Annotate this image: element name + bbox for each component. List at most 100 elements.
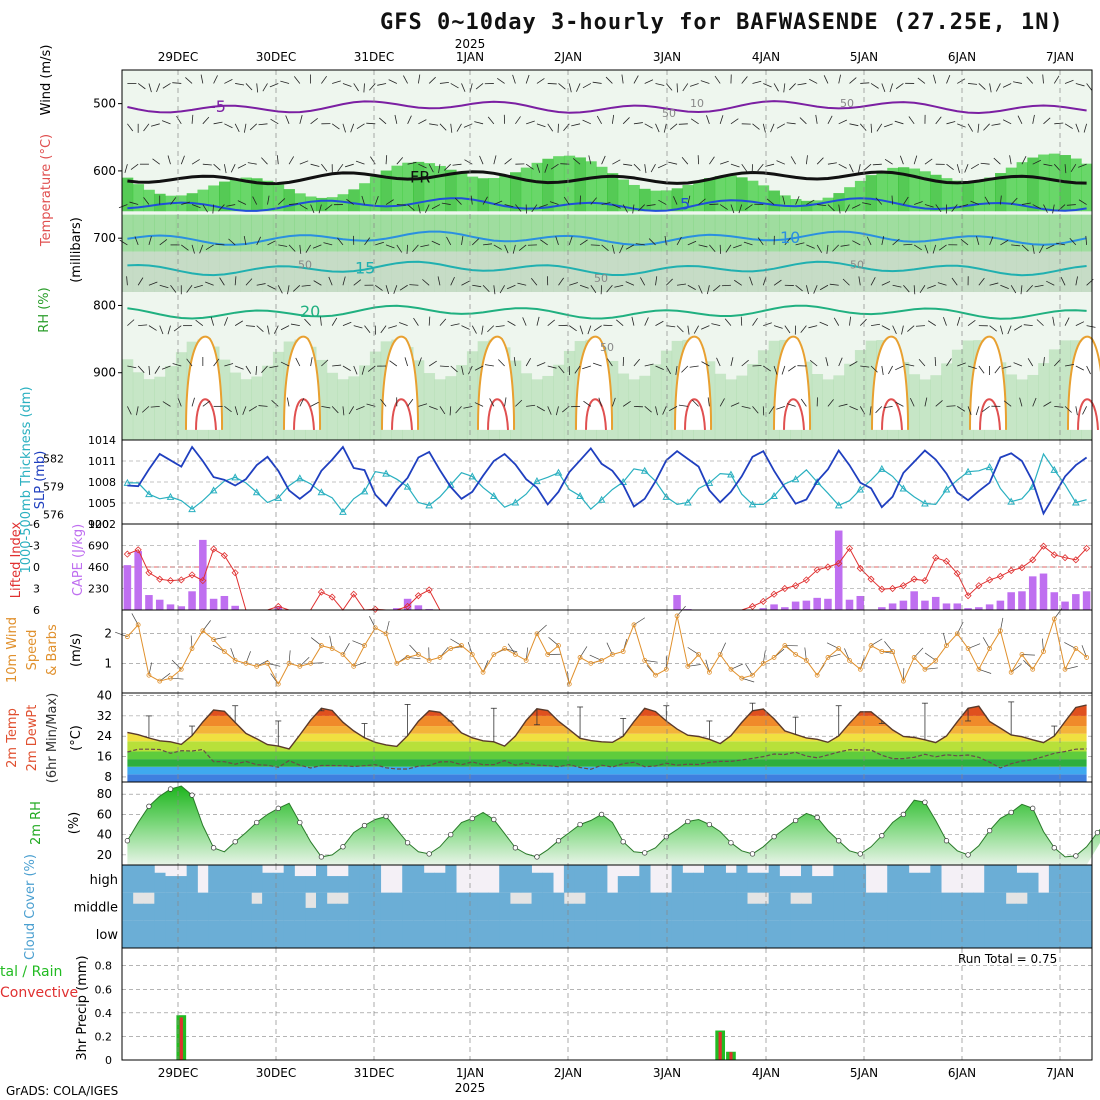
ua-wind-barb bbox=[816, 157, 824, 165]
temp-y-tick: 40 bbox=[97, 689, 112, 703]
cloud-bar-high bbox=[229, 865, 241, 893]
ua-wind-barb bbox=[1043, 204, 1048, 213]
x-tick-bottom: 1JAN bbox=[456, 1066, 484, 1080]
thickness-marker bbox=[942, 485, 951, 493]
ua-wind-barb bbox=[161, 365, 171, 370]
ua-rh-moist-band bbox=[240, 177, 252, 212]
cloud-bar-middle bbox=[553, 892, 565, 921]
ua-wind-barb bbox=[632, 204, 635, 214]
ua-rh-band bbox=[930, 214, 942, 252]
ua-wind-barb bbox=[194, 284, 203, 289]
cloud-bar-low bbox=[563, 920, 576, 948]
cloud-bar-middle bbox=[660, 892, 673, 921]
cape-bar bbox=[188, 591, 196, 610]
lifted-index-marker bbox=[231, 569, 239, 577]
temp-band bbox=[127, 733, 1087, 742]
cloud-bar-low bbox=[477, 920, 489, 948]
ua-wind-barb bbox=[162, 401, 171, 407]
ua-wind-barb bbox=[1002, 365, 1012, 369]
cloud-bar-middle bbox=[348, 892, 360, 921]
cape-bar bbox=[231, 605, 239, 610]
lifted-index-marker bbox=[404, 602, 412, 610]
cloud-bar-low bbox=[596, 920, 608, 948]
ua-wind-barb bbox=[1053, 75, 1060, 84]
ua-wind-barb bbox=[907, 325, 915, 332]
ua-wind-barb bbox=[601, 155, 606, 165]
ua-isotherm-label: -5 bbox=[210, 97, 226, 116]
ua-wind-barb bbox=[396, 204, 406, 206]
rh-marker bbox=[986, 827, 993, 834]
ua-rh-moist-band bbox=[520, 167, 533, 212]
wind-speed-marker bbox=[760, 660, 766, 666]
ua-wind-barb bbox=[895, 401, 904, 407]
ua-wind-barb bbox=[719, 115, 724, 124]
ua-rh-low-band bbox=[854, 350, 867, 440]
ua-wind-barb bbox=[773, 365, 778, 375]
ua-wind-barb bbox=[377, 83, 387, 86]
ua-rh-band bbox=[984, 214, 996, 252]
ua-rh-label: 50 bbox=[662, 107, 676, 120]
ua-rh-low-band bbox=[132, 372, 145, 440]
ua-rh-dry-band bbox=[811, 251, 824, 292]
wind-speed-marker bbox=[739, 675, 745, 681]
ua-isotherm-label: 10 bbox=[780, 228, 800, 247]
ua-wind-barb bbox=[776, 123, 786, 129]
cloud-bar-middle bbox=[617, 892, 629, 921]
ua-isotherm-freezing bbox=[127, 170, 1087, 186]
precip-y-tick: 0.6 bbox=[95, 983, 113, 996]
ua-wind-barb bbox=[1064, 164, 1067, 174]
rh-marker bbox=[318, 854, 325, 860]
ua-wind-barb bbox=[995, 83, 1001, 92]
ua-rh-dry-band bbox=[466, 251, 479, 292]
ua-wind-barb bbox=[356, 405, 365, 411]
year-label-bottom: 2025 bbox=[455, 1081, 486, 1095]
slp-y-tick: 1011 bbox=[88, 455, 116, 468]
ua-rh-low-band bbox=[456, 365, 468, 440]
ua-wind-barb bbox=[370, 156, 376, 165]
ua-rh-low-band bbox=[316, 359, 328, 440]
rh-marker bbox=[124, 838, 131, 844]
ua-wind-barb bbox=[234, 123, 240, 133]
ua-wind-barb bbox=[1010, 285, 1017, 294]
rh-marker bbox=[900, 811, 907, 818]
ua-wind-barb bbox=[884, 123, 893, 128]
cloud-bar-low bbox=[143, 920, 155, 948]
ua-rh-low-band bbox=[1027, 374, 1039, 440]
ua-wind-barb bbox=[691, 399, 699, 407]
ua-wind-barb bbox=[515, 399, 523, 407]
ua-rh-moist-band bbox=[1048, 153, 1061, 212]
lifted-index-marker bbox=[1039, 542, 1048, 550]
rh-marker bbox=[706, 821, 713, 828]
ua-wind-barb bbox=[730, 118, 739, 125]
precip-legend-conv: Convective bbox=[0, 985, 78, 1001]
ua-wind-barb bbox=[901, 325, 904, 335]
ua-wind-barb bbox=[385, 244, 395, 249]
ua-wind-barb bbox=[406, 244, 409, 254]
ua-wind-barb bbox=[1011, 244, 1021, 247]
ua-rh-moist-band bbox=[1081, 163, 1093, 212]
wind-speed-marker bbox=[1019, 652, 1025, 657]
ua-wind-barb bbox=[1026, 284, 1034, 293]
wind-speed-marker bbox=[1062, 666, 1068, 672]
wind-speed-marker bbox=[426, 657, 432, 663]
rh-marker bbox=[232, 839, 238, 845]
temp-color-fill bbox=[127, 705, 1087, 782]
ua-rh-low-band bbox=[628, 379, 640, 440]
cloud-bar-low bbox=[456, 920, 468, 948]
ua-wind-barb bbox=[310, 204, 315, 214]
ua-wind-barb bbox=[870, 123, 873, 133]
ua-rh-band bbox=[660, 214, 673, 252]
ua-wind-barb bbox=[631, 316, 635, 326]
cloud-bar-low bbox=[132, 920, 144, 948]
ua-rh-dry-band bbox=[865, 251, 877, 292]
thickness-y-tick: 582 bbox=[43, 453, 64, 466]
ua-rh-dry-band bbox=[1005, 251, 1018, 292]
ua-rh-moist-band bbox=[229, 178, 242, 212]
ua-rh-band bbox=[553, 214, 565, 252]
ua-rh-moist-band bbox=[1070, 158, 1082, 212]
ua-wind-barb bbox=[299, 115, 303, 124]
ua-wind-barb bbox=[493, 200, 503, 205]
ua-wind-barb bbox=[550, 163, 559, 170]
ua-rh-dry-band bbox=[477, 251, 489, 292]
ua-wind-barb bbox=[288, 156, 295, 165]
